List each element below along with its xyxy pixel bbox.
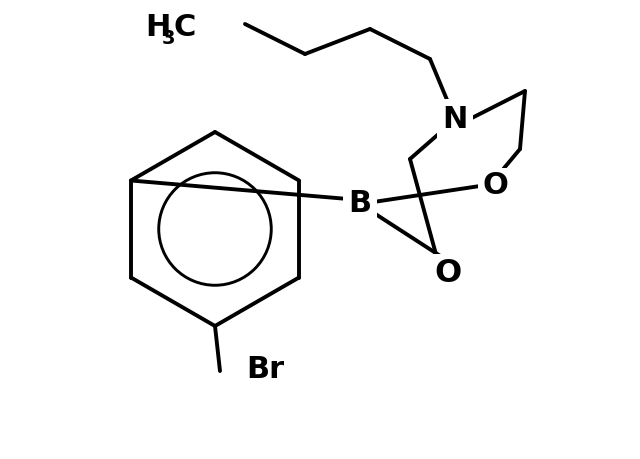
Text: B: B	[348, 190, 372, 218]
Text: O: O	[482, 172, 508, 201]
Text: N: N	[442, 105, 468, 134]
Text: C: C	[173, 12, 195, 41]
Text: 3: 3	[162, 28, 175, 47]
Text: Br: Br	[246, 354, 284, 384]
Text: O: O	[435, 258, 461, 290]
Text: H: H	[145, 12, 170, 41]
